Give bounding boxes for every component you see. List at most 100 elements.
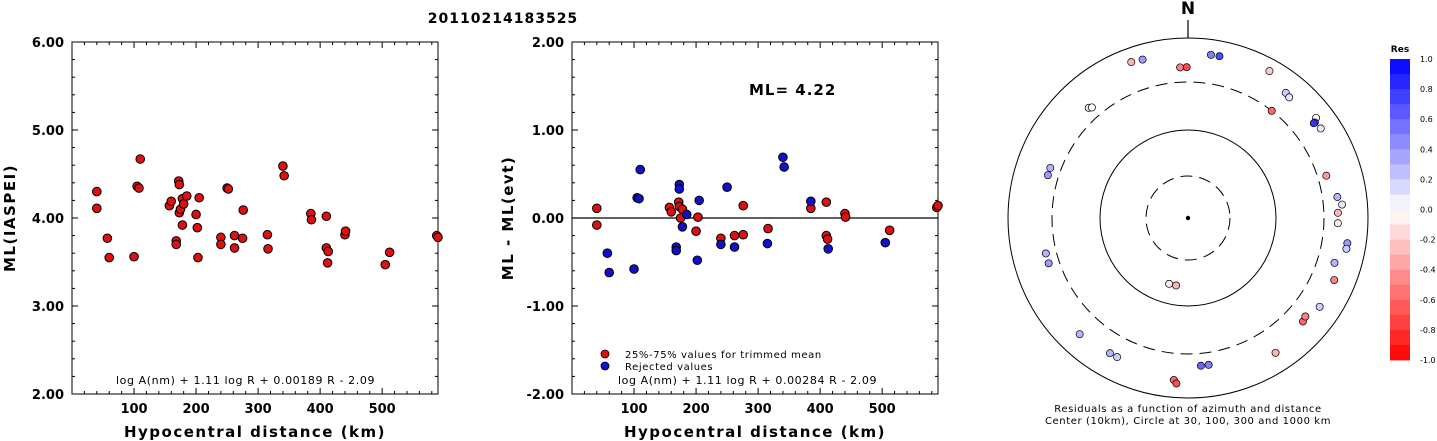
legend-rejected-label: Rejected values <box>625 362 713 373</box>
ml-point <box>102 233 113 244</box>
y-tick-label: -1.00 <box>527 300 564 315</box>
azimuth-residual-point <box>1043 171 1052 180</box>
legend-used-label: 25%-75% values for trimmed mean <box>625 350 822 361</box>
x-tick-label: 500 <box>369 402 396 417</box>
x-tick-label: 100 <box>620 402 647 417</box>
used-residual-point <box>693 212 703 222</box>
ml-point <box>262 229 273 240</box>
ml-point <box>166 196 177 207</box>
polar-caption-line1: Residuals as a function of azimuth and d… <box>1054 404 1322 415</box>
colorbar-cell <box>1390 314 1410 331</box>
used-residual-point <box>666 207 677 217</box>
azimuth-residual-point <box>1330 258 1339 267</box>
azimuth-residual-point <box>1041 249 1050 258</box>
left-x-ticks: 100 200 300 400 500 <box>83 42 433 417</box>
y-tick-label: -2.00 <box>527 388 564 403</box>
colorbar-cell <box>1390 299 1410 316</box>
used-residual-point <box>763 223 773 234</box>
azimuth-residual-point <box>1204 360 1213 369</box>
rejected-residual-point <box>778 152 788 163</box>
rejected-residual-point <box>674 184 685 194</box>
y-tick-label: 0.00 <box>532 212 564 227</box>
colorbar-cell <box>1390 224 1410 240</box>
ml-point <box>135 154 146 164</box>
ml-point <box>129 251 139 262</box>
azimuth-residual-point <box>1176 63 1185 72</box>
y-tick-label: 1.00 <box>532 124 564 139</box>
colorbar-cell <box>1390 104 1410 120</box>
middle-plot: -2.00 -1.00 0.00 1.00 2.00 100 200 300 400 500 M… <box>499 36 943 441</box>
azimuth-residual-point <box>1316 124 1325 133</box>
ml-point <box>104 252 115 263</box>
rejected-residual-point <box>681 209 692 220</box>
colorbar-cell <box>1390 284 1410 301</box>
colorbar-cell <box>1390 164 1410 180</box>
north-label: N <box>1181 0 1195 19</box>
azimuth-residual-point <box>1075 330 1084 339</box>
middle-y-axis-label: ML - ML(evt) <box>499 156 517 280</box>
colorbar-label: -0.6 <box>1420 296 1436 305</box>
azimuth-residual-point <box>1196 361 1205 370</box>
ml-point <box>322 258 333 268</box>
used-residual-point <box>822 234 833 244</box>
azimuth-residual-point <box>1322 171 1331 180</box>
x-tick-label: 400 <box>307 402 334 417</box>
y-tick-label: 2.00 <box>532 36 564 51</box>
colorbar-label: -1.0 <box>1420 356 1436 365</box>
azimuth-residual-point <box>1127 58 1136 67</box>
left-y-ticks: 2.00 3.00 4.00 5.00 6.00 <box>32 36 438 403</box>
azimuth-residual-point <box>1165 279 1174 288</box>
figure-title: 20110214183525 <box>428 11 578 27</box>
polar-caption-line2: Center (10km), Circle at 30, 100, 300 an… <box>1045 416 1331 427</box>
used-residual-point <box>884 225 895 236</box>
colorbar-cell <box>1390 254 1410 271</box>
left-plot: 2.00 3.00 4.00 5.00 6.00 100 200 300 400 500 ML(… <box>1 36 443 441</box>
colorbar-cell <box>1390 194 1410 210</box>
colorbar-label: 0.4 <box>1420 145 1433 154</box>
left-plot-frame <box>71 41 439 395</box>
colorbar-cell <box>1390 89 1410 105</box>
ml-point <box>229 243 240 253</box>
colorbar-label: 0.8 <box>1420 85 1433 94</box>
ml-point <box>92 203 102 214</box>
colorbar-cell <box>1390 269 1410 286</box>
rejected-residual-point <box>677 222 688 232</box>
rejected-residual-point <box>629 264 639 274</box>
ml-point <box>174 179 185 190</box>
azimuth-residual-point <box>1044 259 1053 268</box>
ml-point <box>321 211 332 222</box>
azimuth-residual-point <box>1172 281 1181 290</box>
colorbar-cell <box>1390 329 1410 346</box>
azimuth-residual-point <box>1301 312 1310 321</box>
colorbar-cell <box>1390 119 1410 135</box>
colorbar-label: 1.0 <box>1420 55 1433 64</box>
ml-point <box>216 239 226 250</box>
used-residual-point <box>821 197 832 207</box>
rejected-residual-point <box>716 239 726 250</box>
ml-point <box>278 161 288 171</box>
azimuth-residual-point <box>1333 193 1342 201</box>
azimuth-residual-point <box>1138 55 1147 64</box>
azimuth-residual-point <box>1206 50 1215 59</box>
polar-plot: N Residuals as a function of azimuth and… <box>1007 0 1369 427</box>
rejected-residual-point <box>635 164 646 175</box>
left-equation: log A(nm) + 1.11 log R + 0.00189 R - 2.0… <box>116 374 375 387</box>
azimuth-residual-point <box>1309 119 1318 128</box>
colorbar-cell <box>1390 179 1410 195</box>
ml-point <box>384 247 395 258</box>
azimuth-residual-point <box>1338 200 1347 209</box>
colorbar: Res 1.0 0.8 0.6 0.4 0.2 0.0 -0.2 -0.4 -0.6 -0.8 -1… <box>1390 45 1436 365</box>
ml-point <box>323 246 334 257</box>
y-tick-label: 3.00 <box>32 300 64 315</box>
x-tick-label: 100 <box>120 402 147 417</box>
azimuth-residual-point <box>1215 52 1224 61</box>
legend-rejected-marker <box>600 361 610 371</box>
azimuth-residual-point <box>1333 219 1342 228</box>
rejected-residual-point <box>779 162 789 172</box>
ml-point <box>177 220 188 230</box>
ring-30km <box>1145 175 1231 261</box>
middle-equation: log A(nm) + 1.11 log R + 0.00284 R - 2.0… <box>618 374 877 387</box>
colorbar-label: -0.4 <box>1420 266 1436 275</box>
y-tick-label: 6.00 <box>32 36 64 51</box>
